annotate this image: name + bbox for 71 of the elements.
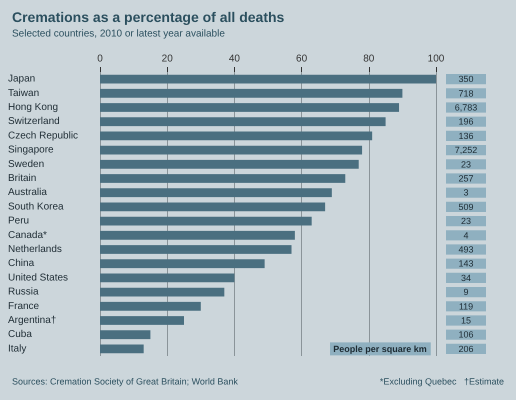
bar [100, 103, 400, 112]
data-label: 23 [460, 159, 472, 170]
y-tick-label: Czech Republic [8, 130, 78, 142]
data-label: 196 [458, 116, 474, 127]
y-tick-label: Argentina† [8, 315, 56, 326]
y-tick-label: Netherlands [8, 244, 62, 255]
y-tick-label: Switzerland [8, 116, 60, 128]
bar [100, 188, 332, 198]
y-tick-label: Singapore [8, 144, 54, 156]
bar [100, 245, 292, 254]
bar [100, 202, 326, 212]
data-label: 143 [458, 258, 474, 269]
y-tick-label: Italy [8, 343, 26, 354]
data-label: 3 [463, 188, 469, 198]
x-tick-label: 0 [97, 54, 104, 64]
data-label: 34 [460, 272, 472, 283]
bar [100, 344, 144, 354]
y-tick-label: United States [8, 272, 68, 284]
bar [100, 330, 150, 340]
data-label: 15 [460, 316, 472, 326]
y-tick-label: Taiwan [8, 88, 40, 99]
data-label: 119 [458, 301, 474, 312]
text: *Excluding Quebec †Estimate [380, 376, 504, 386]
y-tick-label: Hong Kong [8, 102, 58, 113]
bar [100, 117, 386, 126]
data-label: 257 [458, 174, 474, 184]
source-note: Sources: Cremation Society of Great Britain; World Bank [12, 376, 238, 386]
data-label: 718 [458, 88, 474, 98]
bar [100, 132, 372, 140]
data-label: 23 [460, 216, 472, 226]
data-label: 106 [458, 330, 474, 340]
y-tick-label: Australia [8, 187, 48, 198]
y-tick-label: Peru [8, 216, 30, 227]
data-label: 9 [463, 287, 469, 298]
data-label: 6,783 [454, 102, 478, 112]
text: People per square km [333, 344, 427, 354]
y-tick-label: France [8, 300, 40, 312]
y-tick-label: Sweden [8, 158, 44, 170]
y-tick-label: South Korea [8, 201, 64, 212]
data-label: 350 [458, 74, 474, 84]
bar [100, 74, 436, 84]
bar [100, 174, 346, 183]
bar [100, 88, 402, 98]
data-label: 7,252 [454, 145, 478, 156]
y-tick-label: Japan [8, 74, 36, 85]
bar [100, 302, 201, 311]
chart-title: Cremations as a percentage of all deaths [12, 9, 285, 25]
x-tick-label: 60 [296, 54, 308, 64]
bar [100, 216, 312, 226]
data-label: 206 [458, 344, 474, 354]
y-tick-label: China [8, 258, 35, 270]
x-tick-label: 20 [162, 54, 174, 64]
bar [100, 160, 359, 169]
bar [100, 288, 224, 296]
data-label: 136 [458, 130, 474, 141]
data-label: 509 [458, 202, 474, 212]
bar [100, 316, 184, 325]
chart-subtitle: Selected countries, 2010 or latest year available [12, 28, 226, 40]
bar [100, 259, 265, 268]
data-label: 4 [463, 230, 469, 240]
y-tick-label: Canada* [8, 230, 48, 241]
y-tick-label: Russia [8, 286, 40, 298]
data-label: 493 [458, 244, 474, 254]
bar [100, 146, 362, 154]
x-tick-label: 100 [428, 54, 445, 64]
y-tick-label: Cuba [8, 329, 32, 340]
x-tick-label: 80 [363, 54, 375, 64]
y-tick-label: Britain [8, 173, 36, 184]
x-tick-label: 40 [228, 54, 240, 64]
bar [100, 274, 234, 282]
bar [100, 230, 295, 240]
